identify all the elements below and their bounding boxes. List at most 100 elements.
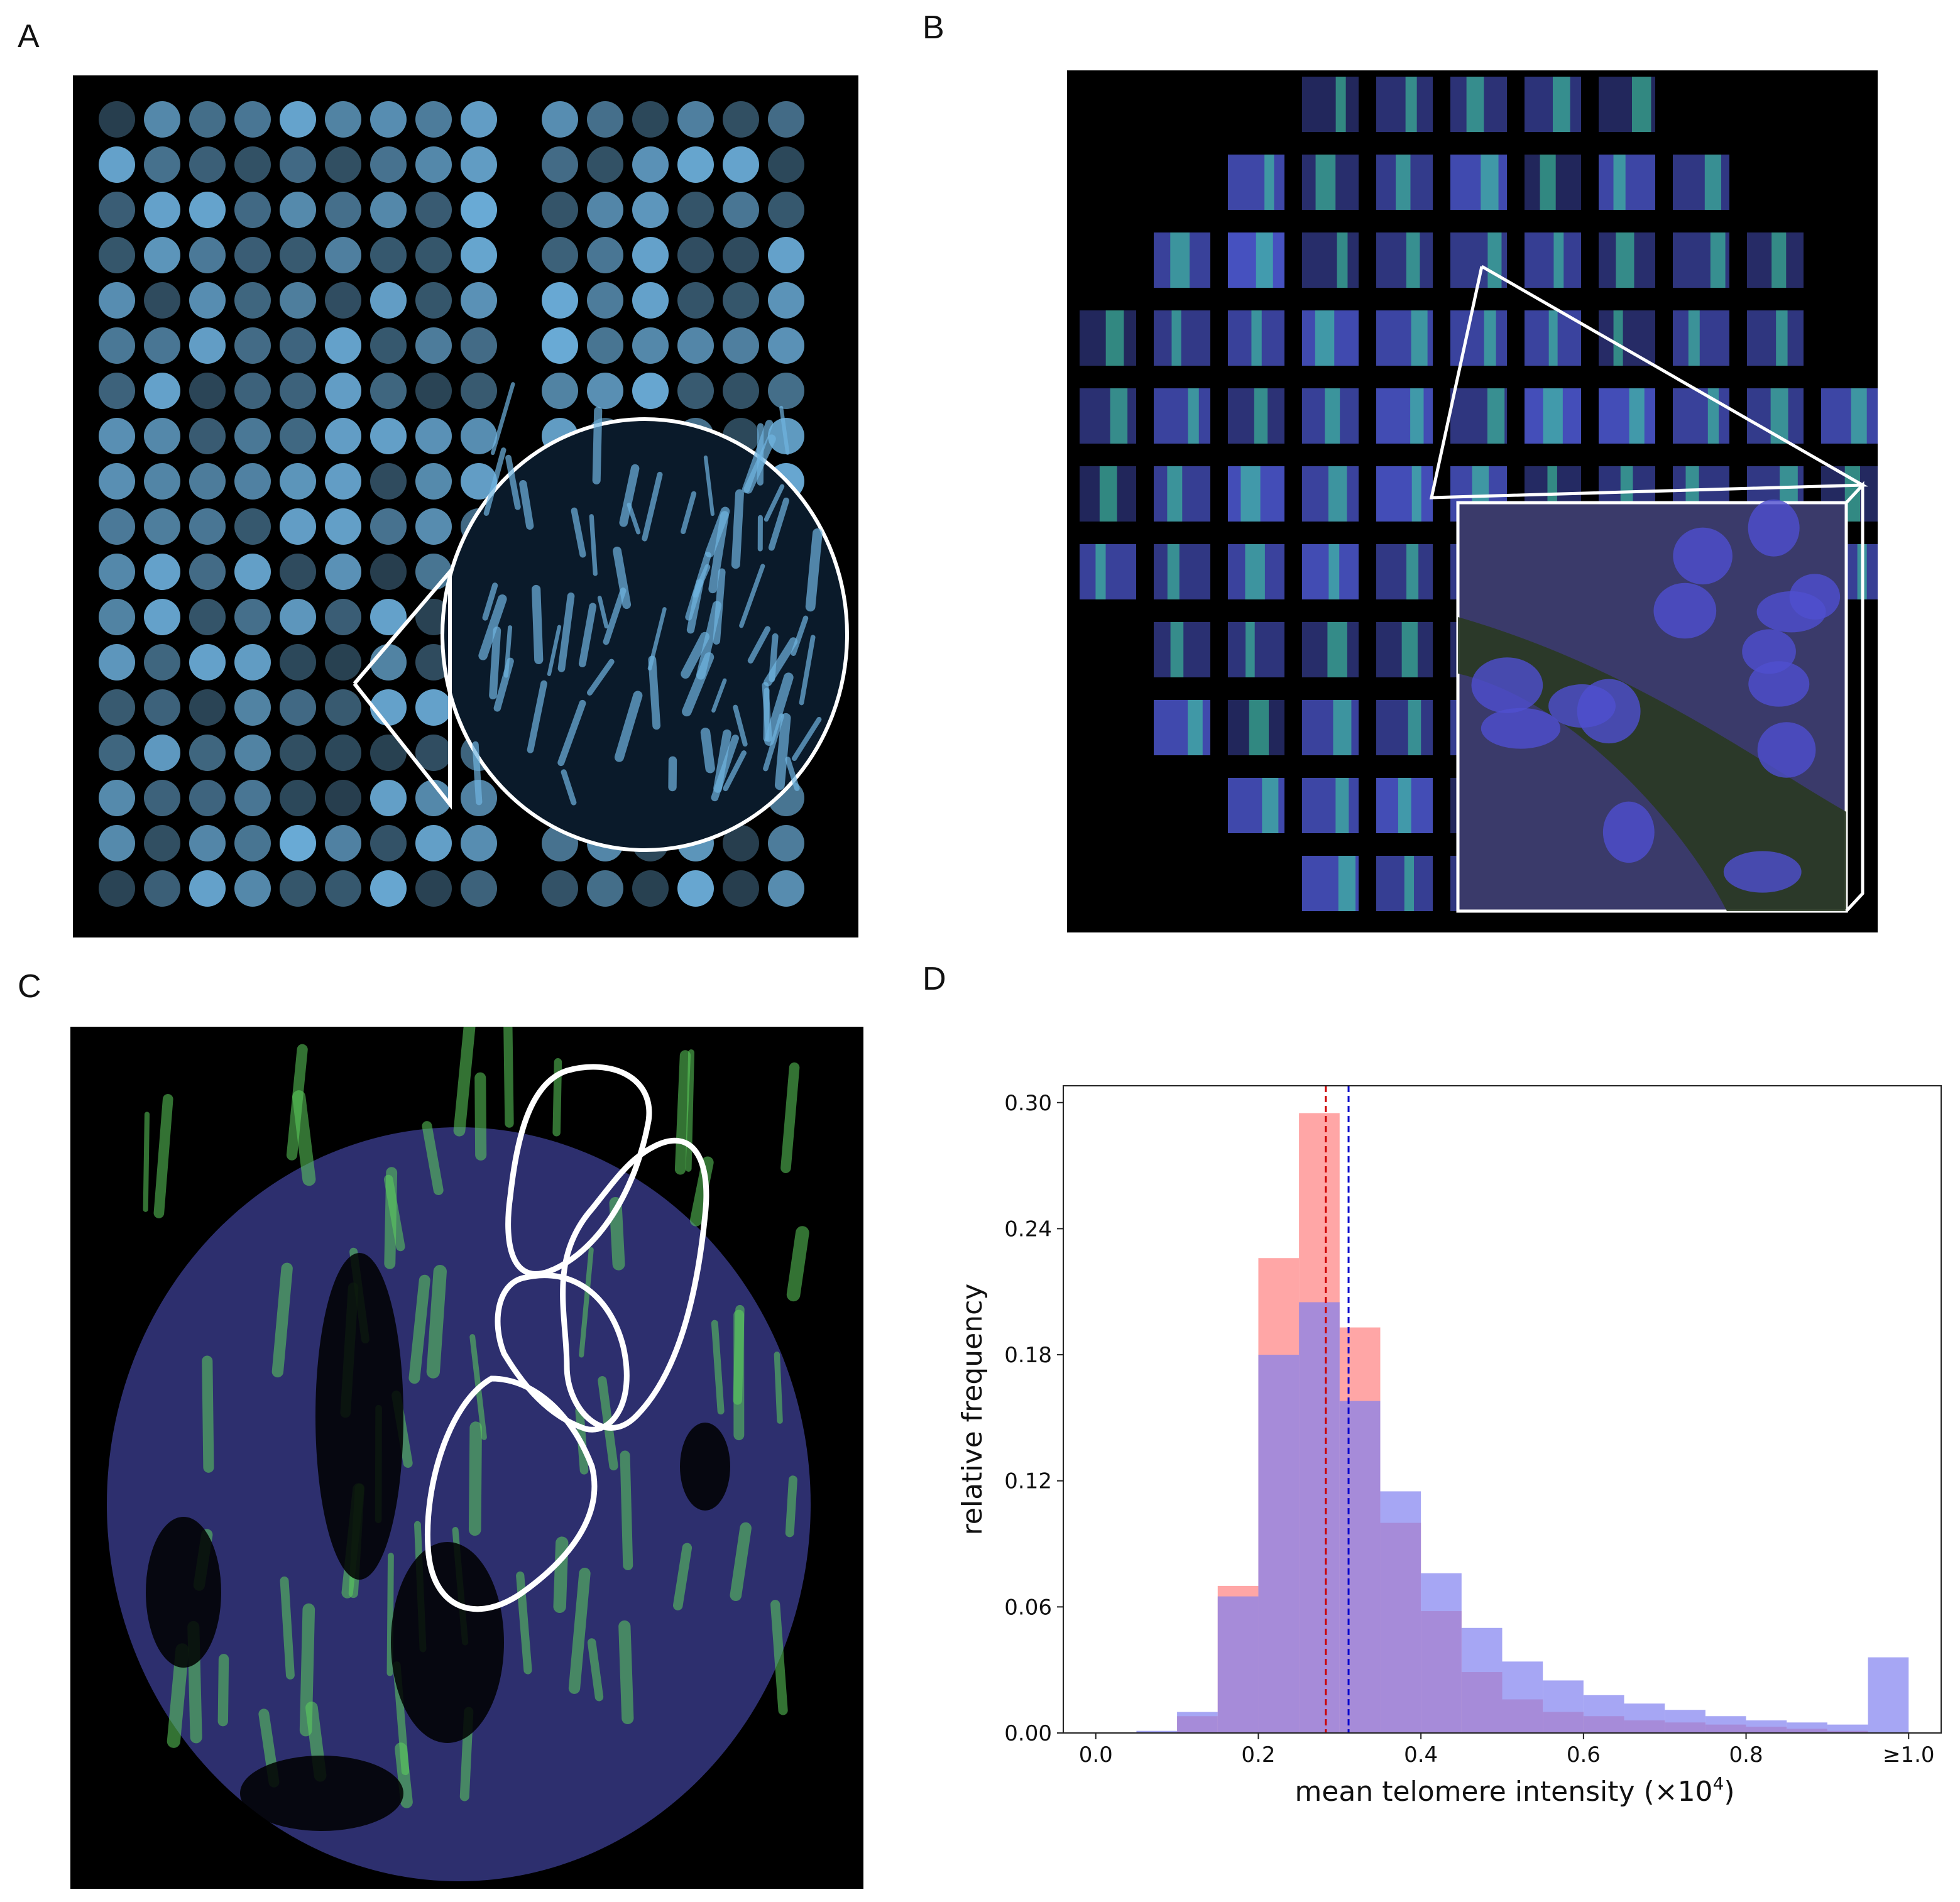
fiber-strand-icon: [1851, 388, 1867, 444]
y-tick-label: 0.30: [1004, 1091, 1052, 1116]
image-tile-icon: [1821, 388, 1878, 444]
tissue-core-icon: [234, 735, 271, 771]
image-tile-icon: [1154, 544, 1210, 599]
tissue-core-icon: [325, 146, 361, 183]
tissue-fiber-icon: [713, 568, 726, 645]
fiber-strand-icon: [1613, 155, 1626, 210]
tissue-fiber-icon: [478, 594, 507, 660]
tissue-core-icon: [587, 373, 623, 409]
tissue-core-icon: [189, 237, 226, 273]
tissue-core-icon: [144, 373, 180, 409]
image-tile-icon: [1525, 232, 1581, 288]
tissue-core-icon: [768, 237, 804, 273]
tissue-core-icon: [768, 825, 804, 861]
tissue-core-icon: [280, 780, 316, 816]
tissue-core-icon: [280, 689, 316, 726]
fiber-strand-icon: [1401, 622, 1418, 677]
tissue-core-icon: [99, 192, 135, 228]
tissue-core-icon: [280, 825, 316, 861]
fiber-strand-icon: [1249, 700, 1269, 755]
tissue-core-icon: [325, 418, 361, 454]
tissue-core-icon: [632, 373, 669, 409]
image-tile-icon: [1302, 232, 1359, 288]
fiber-strand-icon: [770, 1600, 788, 1715]
fiber-strand-icon: [1484, 310, 1496, 366]
image-tile-icon: [1599, 388, 1655, 444]
fiber-strand-icon: [672, 1543, 693, 1610]
tissue-core-icon: [189, 192, 226, 228]
fiber-strand-icon: [1315, 310, 1335, 366]
fiber-strand-icon: [299, 1603, 315, 1737]
fiber-strand-icon: [674, 1050, 691, 1175]
tissue-core-icon: [189, 599, 226, 635]
tissue-core-icon: [99, 554, 135, 590]
tissue-fiber-icon: [747, 626, 771, 664]
tissue-core-icon: [234, 192, 271, 228]
fiber-strand-icon: [553, 1536, 569, 1614]
tissue-core-icon: [144, 599, 180, 635]
tissue-core-icon: [234, 373, 271, 409]
tissue-core-outlined-image: [70, 1027, 863, 1889]
tissue-core-icon: [461, 282, 497, 319]
tissue-fiber-icon: [482, 582, 498, 621]
tissue-fiber-icon: [603, 588, 627, 645]
tissue-fiber-icon: [711, 735, 739, 802]
tissue-core-icon: [415, 373, 452, 409]
fiber-strand-icon: [1404, 856, 1415, 911]
tissue-core-icon: [370, 780, 407, 816]
tissue-core-icon: [189, 327, 226, 364]
fiber-strand-icon: [1616, 232, 1634, 288]
fiber-strand-icon: [579, 1247, 594, 1358]
tissue-fiber-icon: [557, 699, 586, 767]
tissue-core-icon: [542, 192, 578, 228]
tissue-core-icon: [189, 870, 226, 907]
histogram-bar-series-1: [1177, 1716, 1218, 1733]
tissue-core-icon: [280, 554, 316, 590]
tissue-core-icon: [189, 101, 226, 138]
tissue-fiber-icon: [592, 407, 603, 484]
tissue-core-icon: [99, 689, 135, 726]
histogram-bar-series-2: [1787, 1722, 1827, 1733]
image-tile-icon: [1376, 232, 1433, 288]
region-outline-4: [424, 1375, 598, 1612]
tissue-core-icon: [768, 101, 804, 138]
tissue-core-icon: [99, 735, 135, 771]
tissue-core-icon: [632, 101, 669, 138]
tissue-core-icon: [677, 373, 714, 409]
histogram-bar-series-2: [1868, 1657, 1909, 1733]
tissue-core-icon: [587, 870, 623, 907]
fiber-strand-icon: [1264, 155, 1274, 210]
histogram-bar-series-1: [1502, 1699, 1543, 1733]
fiber-strand-icon: [386, 1553, 394, 1676]
fiber-strand-icon: [1251, 310, 1262, 366]
histogram-bar-series-1: [1827, 1730, 1868, 1733]
tissue-core-icon: [234, 237, 271, 273]
histogram-bar-series-1: [1705, 1724, 1746, 1733]
tissue-core-icon: [99, 599, 135, 635]
fiber-strand-icon: [1466, 77, 1484, 132]
tissue-core-icon: [632, 870, 669, 907]
fiber-strand-icon: [1327, 622, 1347, 677]
tissue-core-icon: [189, 644, 226, 680]
tissue-fiber-icon: [703, 455, 714, 516]
tissue-fiber-icon: [791, 615, 809, 656]
tissue-fiber-icon: [799, 635, 816, 706]
tissue-core-icon: [723, 237, 759, 273]
tissue-core-icon: [370, 146, 407, 183]
tissue-fiber-icon: [648, 655, 661, 730]
fiber-strand-icon: [292, 1090, 316, 1186]
image-tile-icon: [1599, 155, 1655, 210]
fiber-strand-icon: [1405, 77, 1417, 132]
image-tile-icon: [1302, 77, 1359, 132]
tissue-core-icon: [768, 870, 804, 907]
tissue-core-icon: [370, 373, 407, 409]
tissue-core-icon: [144, 237, 180, 273]
tissue-core-icon: [370, 599, 407, 635]
tissue-core-icon: [234, 780, 271, 816]
tissue-core-icon: [723, 282, 759, 319]
fiber-strand-icon: [1170, 232, 1190, 288]
tissue-core-icon: [415, 870, 452, 907]
tissue-core-icon: [415, 418, 452, 454]
x-tick-label: 0.8: [1729, 1742, 1763, 1768]
fiber-strand-icon: [271, 1262, 293, 1378]
